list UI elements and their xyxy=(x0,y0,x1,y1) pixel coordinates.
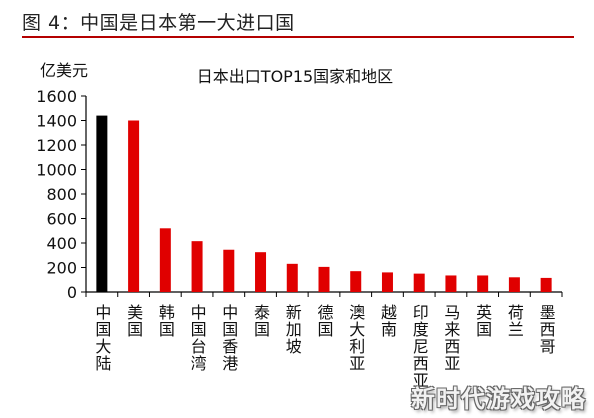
bar-14 xyxy=(508,277,520,292)
x-tick-label: 澳大利亚 xyxy=(346,304,365,372)
x-tick-label: 泰国 xyxy=(251,304,270,338)
caption-divider xyxy=(22,36,574,38)
x-tick-label: 英国 xyxy=(473,304,492,338)
x-tick-label: 韩国 xyxy=(156,304,175,338)
x-tick-label: 中国大陆 xyxy=(92,304,111,372)
bar-8 xyxy=(318,266,330,292)
y-tick-label: 400 xyxy=(46,234,77,253)
bar-3 xyxy=(159,228,171,292)
chart-title: 日本出口TOP15国家和地区 xyxy=(197,67,393,86)
bar-6 xyxy=(255,252,267,292)
bar-15 xyxy=(540,277,552,292)
axes: 0 200 400 600 800 1000 1200 1400 1600 xyxy=(36,87,563,302)
x-tick-labels: 中国大陆 美国 韩国 中国台湾 中国香港 泰国 新加坡 德国 澳大利亚 越南 印度尼西亚 马来西亚 英国… xyxy=(92,304,555,389)
x-tick-label: 荷兰 xyxy=(505,304,524,338)
bar-10 xyxy=(381,272,393,292)
y-axis-label: 亿美元 xyxy=(40,61,88,80)
bar-4 xyxy=(191,241,203,292)
watermark: 新时代游戏攻略 xyxy=(411,385,586,413)
figure-caption: 图 4：中国是日本第一大进口国 xyxy=(22,12,295,34)
bar-9 xyxy=(350,271,362,292)
y-tick-label: 1200 xyxy=(36,136,77,155)
bar-2 xyxy=(128,120,140,292)
y-tick-label: 200 xyxy=(46,259,77,278)
x-tick-label: 德国 xyxy=(315,304,334,338)
x-tick-label: 中国香港 xyxy=(219,304,238,372)
y-tick-label: 1600 xyxy=(36,87,77,106)
bar-13 xyxy=(477,275,489,292)
x-tick-label: 马来西亚 xyxy=(441,304,460,372)
x-tick-label: 中国台湾 xyxy=(188,304,207,372)
x-tick-label: 越南 xyxy=(378,304,397,338)
bar-11 xyxy=(413,273,425,292)
x-tick-label: 墨西哥 xyxy=(537,304,556,355)
y-tick-label: 1400 xyxy=(36,112,77,131)
bar-5 xyxy=(223,249,235,292)
bar-12 xyxy=(445,275,457,292)
bars xyxy=(96,115,552,292)
y-tick-label: 0 xyxy=(67,283,77,302)
x-tick-label: 美国 xyxy=(124,304,143,338)
x-tick-label: 印度尼西亚 xyxy=(410,304,429,389)
bar-7 xyxy=(286,263,298,292)
x-tick-label: 新加坡 xyxy=(283,304,302,355)
y-tick-label: 600 xyxy=(46,210,77,229)
bar-1 xyxy=(96,115,108,292)
y-tick-label: 800 xyxy=(46,185,77,204)
y-tick-label: 1000 xyxy=(36,161,77,180)
